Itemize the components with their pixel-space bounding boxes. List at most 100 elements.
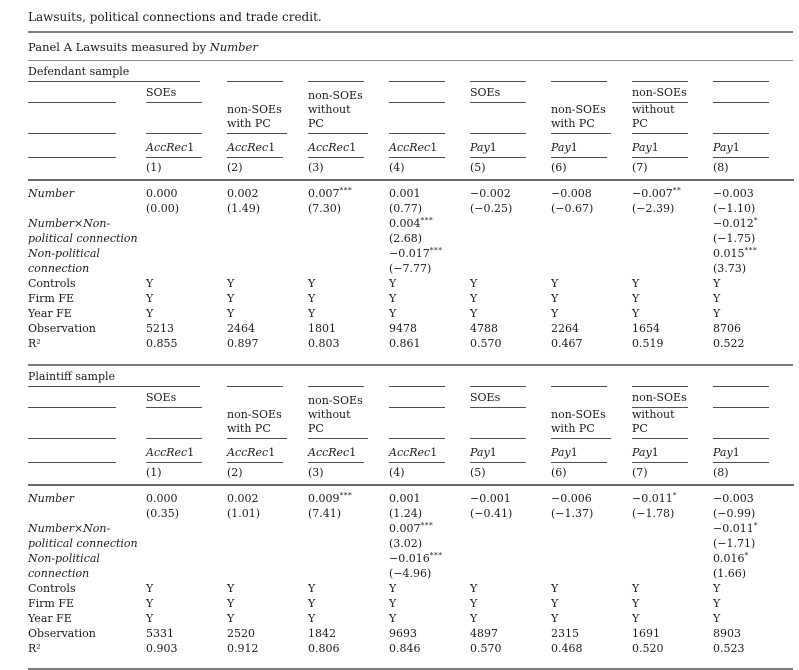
column-number: (8) — [713, 158, 794, 181]
value-cell: 0.001 — [389, 187, 421, 200]
column-group-header-underline: non-SOEs with PC — [227, 103, 287, 134]
value-cell: (7.30) — [308, 202, 342, 215]
table-row: Year FE Y Y Y Y Y Y Y Y — [28, 306, 794, 321]
column-group-header: non-SOEs with PC — [227, 82, 308, 134]
value-cell: 0.570 — [470, 337, 502, 350]
column-group-header-underline — [713, 100, 769, 103]
column-group-header: non-SOEs without PC — [308, 82, 389, 134]
value-cell: 5331 — [146, 627, 174, 640]
stub-cell — [28, 463, 146, 486]
column-group-header: without PC — [632, 408, 713, 439]
header-blank-cell-underline — [227, 384, 283, 387]
depvar-header-underline: AccRec1 — [308, 141, 364, 158]
stub-cell — [28, 82, 146, 103]
value-cell: −0.008 — [551, 187, 592, 200]
row-label: Number — [28, 187, 74, 200]
depvar-header: Pay1 — [551, 134, 632, 158]
value-cell — [308, 246, 389, 261]
value-cell — [308, 231, 389, 246]
row-label: Non-political — [28, 552, 100, 565]
column-number: (3) — [308, 463, 389, 486]
column-group-header-underline — [713, 436, 769, 439]
value-cell — [632, 216, 713, 231]
value-cell: Y — [551, 612, 559, 625]
value-cell: Y — [632, 277, 640, 290]
value-cell — [470, 246, 551, 261]
depvar-header-underline: AccRec1 — [227, 446, 283, 463]
column-group-header: SOEs — [146, 82, 227, 103]
depvar-header-underline: Pay1 — [470, 446, 526, 463]
column-group-header-underline — [389, 100, 445, 103]
depvar-header-underline: Pay1 — [470, 141, 526, 158]
header-blank-cell — [308, 366, 389, 387]
value-cell: (0.00) — [146, 202, 180, 215]
value-cell: 0.519 — [632, 337, 664, 350]
value-cell: (−0.67) — [551, 202, 594, 215]
value-cell: Y — [389, 277, 397, 290]
header-blank-cell — [551, 61, 632, 82]
value-cell — [146, 216, 227, 231]
table-row: Non-political −0.016*** 0.016* — [28, 551, 794, 566]
value-cell: 9478 — [389, 322, 417, 335]
column-group-header — [470, 103, 551, 134]
row-label: Year FE — [28, 307, 72, 320]
value-cell: 0.000 — [146, 492, 178, 505]
depvar-header-underline: AccRec1 — [389, 446, 445, 463]
header-blank-cell — [470, 61, 551, 82]
depvar-header: AccRec1 — [389, 134, 470, 158]
table-title: Lawsuits, political connections and trad… — [28, 10, 322, 24]
value-cell — [551, 566, 632, 581]
value-cell: 0.016* — [713, 550, 749, 565]
value-cell: 0.855 — [146, 337, 178, 350]
sample-label-cell-underline: Defendant sample — [28, 65, 200, 82]
value-cell: Y — [632, 612, 640, 625]
significance-stars: *** — [339, 185, 353, 195]
value-cell: 0.522 — [713, 337, 745, 350]
value-cell: Y — [308, 292, 316, 305]
value-cell — [308, 216, 389, 231]
value-cell: (−2.39) — [632, 202, 675, 215]
value-cell — [551, 551, 632, 566]
value-cell — [551, 216, 632, 231]
column-group-header: non-SOEs with PC — [227, 387, 308, 439]
column-number: (6) — [551, 158, 632, 181]
stub-cell — [28, 387, 146, 408]
value-cell: (3.02) — [389, 537, 423, 550]
value-cell: Y — [146, 582, 154, 595]
value-cell: (0.77) — [389, 202, 423, 215]
value-cell: Y — [308, 307, 316, 320]
depvar-header: AccRec1 — [308, 134, 389, 158]
column-group-header — [713, 387, 794, 408]
row-label: Number×Non- — [28, 217, 111, 230]
depvar-header: Pay1 — [632, 439, 713, 463]
significance-stars: *** — [429, 550, 443, 560]
row-label: Number×Non- — [28, 522, 111, 535]
panel-heading-variable: Number — [209, 40, 258, 54]
value-cell — [632, 521, 713, 536]
value-cell: 2264 — [551, 322, 579, 335]
value-cell — [551, 521, 632, 536]
depvar-header: Pay1 — [713, 134, 794, 158]
header-blank-cell — [713, 61, 794, 82]
value-cell — [227, 261, 308, 276]
value-cell: −0.003 — [713, 187, 754, 200]
regression-table-plaintiff: Plaintiff sample SOEs non-SOEs with PC non-S… — [28, 366, 794, 656]
value-cell: Y — [389, 597, 397, 610]
header-blank-cell-underline — [227, 79, 283, 82]
value-cell — [470, 261, 551, 276]
value-cell — [227, 536, 308, 551]
significance-stars: *** — [429, 245, 443, 255]
column-group-header: non-SOEs — [632, 82, 713, 103]
header-blank-cell — [632, 61, 713, 82]
value-cell: 0.015*** — [713, 245, 758, 260]
value-cell: Y — [146, 597, 154, 610]
column-group-header: non-SOEs without PC — [308, 387, 389, 439]
table-row: Firm FE Y Y Y Y Y Y Y Y — [28, 291, 794, 306]
header-blank-cell — [713, 366, 794, 387]
value-cell: 0.007*** — [389, 520, 434, 535]
value-cell: Y — [227, 597, 235, 610]
table-row: Observation 5331 2520 1842 9693 4897 2315 1691 8… — [28, 626, 794, 641]
column-group-header-underline — [146, 436, 202, 439]
depvar-header-underline: Pay1 — [713, 446, 769, 463]
column-number: (4) — [389, 158, 470, 181]
